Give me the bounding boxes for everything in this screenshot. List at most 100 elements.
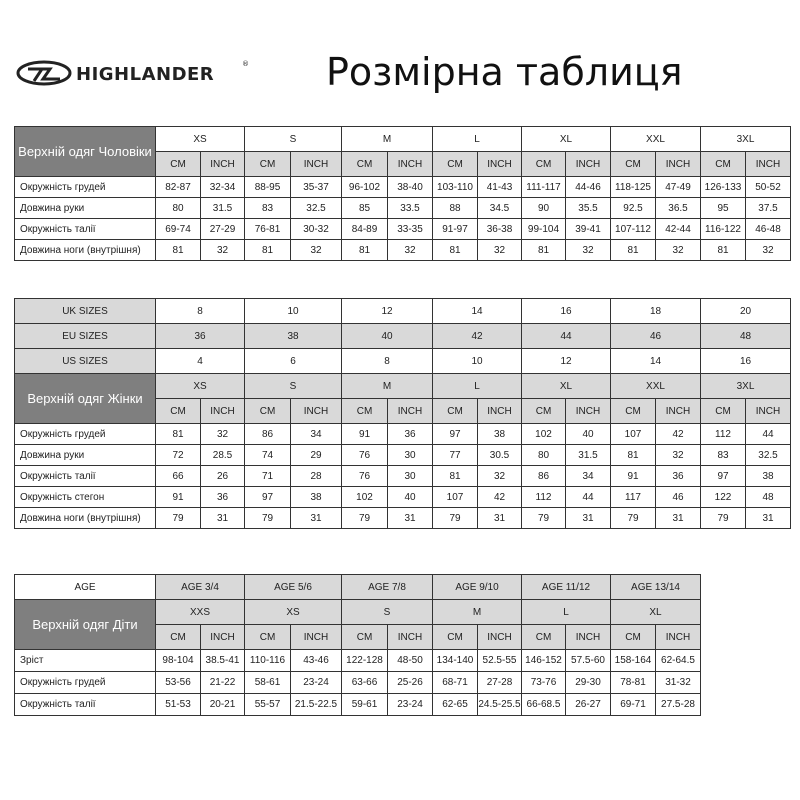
measurement-value: 31.5: [200, 197, 245, 219]
table-row: Окружність грудей 81 32 86 34 91 36 97 38 102 40 10…: [14, 423, 791, 445]
measurement-value: 81: [155, 423, 201, 445]
measurement-value: 83: [700, 444, 746, 466]
unit-inch: INCH: [200, 624, 245, 650]
measurement-value: 47-49: [655, 176, 701, 198]
measurement-value: 95: [700, 197, 746, 219]
measurement-value: 58-61: [244, 671, 291, 694]
conversion-value: 16: [521, 298, 611, 324]
age-value: AGE 7/8: [341, 574, 433, 600]
unit-cm: CM: [432, 151, 478, 177]
unit-header-row: CM INCH CM INCH CM INCH CM INCH CM INCH CM INCH CM IN…: [15, 398, 791, 424]
svg-text:HIGHLANDER: HIGHLANDER: [76, 64, 214, 85]
measurement-value: 90: [521, 197, 566, 219]
measurement-value: 79: [700, 507, 746, 529]
measurement-value: 71: [244, 465, 291, 487]
table-row: Окружність грудей 53-56 21-22 58-61 23-24 63-…: [14, 671, 701, 694]
measurement-value: 97: [432, 423, 478, 445]
measurement-value: 66: [155, 465, 201, 487]
measurement-value: 42: [655, 423, 701, 445]
measurement-value: 81: [432, 239, 478, 261]
size-header-row: Верхній одяг Жінки XS S M L XL XXL 3XL: [14, 373, 791, 424]
conversion-value: 10: [244, 298, 342, 324]
measurement-value: 91: [155, 486, 201, 508]
measurement-value: 38-40: [387, 176, 433, 198]
measurement-value: 158-164: [610, 649, 656, 672]
measurement-value: 63-66: [341, 671, 388, 694]
measurement-value: 38.5-41: [200, 649, 245, 672]
measurement-value: 88-95: [244, 176, 291, 198]
conversion-value: 44: [521, 323, 611, 349]
unit-cm: CM: [700, 398, 746, 424]
logo-emblem-icon: [16, 60, 72, 86]
table-row: Довжина руки 72 28.5 74 29 76 30 77 30.5 80 31.5 81…: [14, 444, 791, 466]
measurement-value: 35.5: [565, 197, 611, 219]
measurement-value: 122: [700, 486, 746, 508]
age-value: AGE 3/4: [155, 574, 245, 600]
unit-inch: INCH: [565, 151, 611, 177]
page-title: Розмірна таблиця: [326, 50, 683, 94]
measurement-value: 31: [655, 507, 701, 529]
measurement-value: 79: [610, 507, 656, 529]
unit-cm: CM: [341, 151, 388, 177]
measurement-label: Довжина ноги (внутрішня): [14, 507, 156, 529]
table-row: Окружність талії 66 26 71 28 76 30 81 32 86 34 91 36…: [14, 465, 791, 487]
measurement-value: 32: [565, 239, 611, 261]
measurement-value: 48-50: [387, 649, 433, 672]
measurement-value: 40: [565, 423, 611, 445]
measurement-value: 46: [655, 486, 701, 508]
size-header: M: [341, 373, 433, 399]
measurement-value: 36: [200, 486, 245, 508]
measurement-value: 97: [700, 465, 746, 487]
conversion-value: 40: [341, 323, 433, 349]
measurement-value: 81: [700, 239, 746, 261]
measurement-value: 32: [477, 465, 522, 487]
measurement-value: 38: [477, 423, 522, 445]
measurement-value: 59-61: [341, 693, 388, 716]
measurement-value: 24.5-25.5: [477, 693, 522, 716]
measurement-value: 28.5: [200, 444, 245, 466]
table-row: Окружність грудей 82-87 32-34 88-95 35-37 96-…: [14, 176, 791, 198]
measurement-value: 31-32: [655, 671, 701, 694]
measurement-value: 110-116: [244, 649, 291, 672]
unit-header-row: CM INCH CM INCH CM INCH CM INCH CM INCH CM INCH CM IN…: [15, 151, 791, 177]
measurement-value: 42-44: [655, 218, 701, 240]
unit-cm: CM: [521, 398, 566, 424]
measurement-value: 79: [155, 507, 201, 529]
measurement-value: 103-110: [432, 176, 478, 198]
size-header: S: [244, 126, 342, 152]
men-size-table: Верхній одяг Чоловіки XS S M L XL XXL 3XL CM INCH…: [14, 126, 791, 261]
measurement-value: 107: [432, 486, 478, 508]
measurement-value: 102: [521, 423, 566, 445]
table-row: Окружність талії 69-74 27-29 76-81 30-32 84-8…: [14, 218, 791, 240]
measurement-value: 23-24: [387, 693, 433, 716]
table-row: Довжина ноги (внутрішня) 79 31 79 31 79 31 79 31…: [14, 507, 791, 529]
measurement-value: 25-26: [387, 671, 433, 694]
measurement-value: 27.5-28: [655, 693, 701, 716]
measurement-value: 21-22: [200, 671, 245, 694]
measurement-value: 72: [155, 444, 201, 466]
measurement-value: 31: [477, 507, 522, 529]
measurement-value: 86: [244, 423, 291, 445]
measurement-value: 38: [290, 486, 342, 508]
measurement-value: 34: [565, 465, 611, 487]
conversion-value: 8: [155, 298, 245, 324]
measurement-value: 126-133: [700, 176, 746, 198]
measurement-value: 81: [521, 239, 566, 261]
measurement-value: 76-81: [244, 218, 291, 240]
measurement-value: 31: [200, 507, 245, 529]
size-header: XL: [521, 126, 611, 152]
unit-cm: CM: [244, 398, 291, 424]
measurement-value: 112: [521, 486, 566, 508]
unit-inch: INCH: [565, 624, 611, 650]
conversion-label: US SIZES: [14, 348, 156, 374]
measurement-value: 107: [610, 423, 656, 445]
measurement-value: 117: [610, 486, 656, 508]
svg-text:®: ®: [242, 60, 249, 68]
conversion-value: 4: [155, 348, 245, 374]
unit-cm: CM: [155, 151, 201, 177]
unit-cm: CM: [244, 151, 291, 177]
measurement-value: 29: [290, 444, 342, 466]
unit-inch: INCH: [387, 398, 433, 424]
measurement-value: 32: [290, 239, 342, 261]
conversion-value: 14: [610, 348, 701, 374]
